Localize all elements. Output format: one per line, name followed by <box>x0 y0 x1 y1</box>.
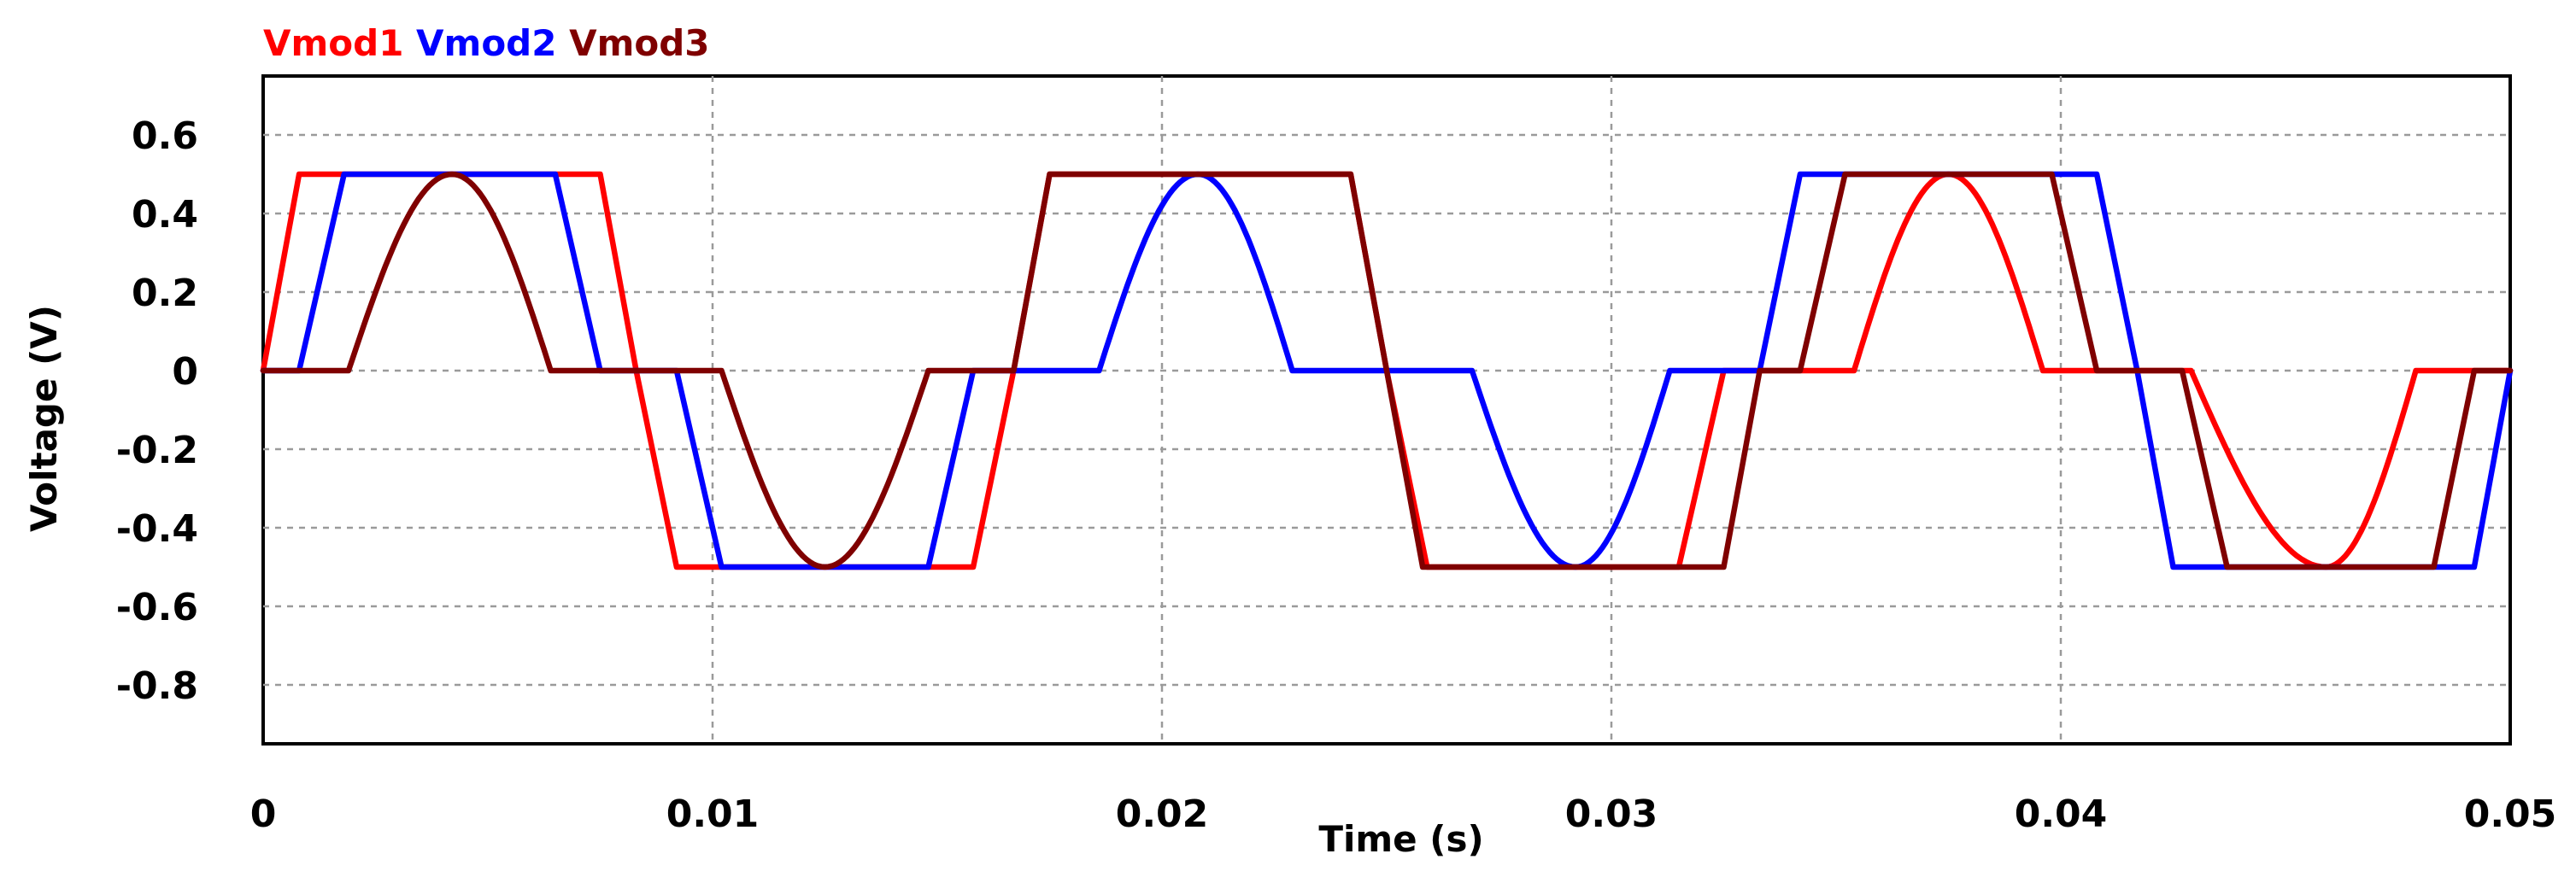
y-tick-label: -0.6 <box>116 586 198 629</box>
plot-area <box>261 74 2512 746</box>
series-line-vmod3 <box>260 171 2514 570</box>
x-tick-label: 0.04 <box>2015 792 2108 836</box>
legend: Vmod1 Vmod2 Vmod3 <box>263 22 710 64</box>
x-axis-ticks: 0 0.01 0.02 0.03 0.04 0.05 <box>250 792 2557 836</box>
x-axis-title: Time (s) <box>1318 818 1483 860</box>
y-tick-label: 0.4 <box>132 193 198 237</box>
x-tick-label: 0.01 <box>666 792 760 836</box>
x-tick-label: 0.05 <box>2464 792 2557 836</box>
legend-entry-vmod1: Vmod1 <box>263 22 403 64</box>
legend-entry-vmod2: Vmod2 <box>403 22 556 64</box>
y-tick-label: -0.4 <box>116 507 198 551</box>
y-tick-label: 0 <box>172 350 198 394</box>
legend-entry-vmod3: Vmod3 <box>556 22 709 64</box>
y-axis-ticks: 0.6 0.4 0.2 0 -0.2 -0.4 -0.6 -0.8 <box>116 114 198 708</box>
series-line-vmod2 <box>260 171 2514 570</box>
y-axis-title: Voltage (V) <box>23 305 65 532</box>
series-lines <box>260 171 2514 570</box>
series-line-vmod1 <box>260 171 2514 570</box>
y-tick-label: 0.6 <box>132 114 198 158</box>
y-tick-label: -0.2 <box>116 429 198 472</box>
x-tick-label: 0 <box>250 792 277 836</box>
y-tick-label: 0.2 <box>132 272 198 315</box>
x-tick-label: 0.02 <box>1116 792 1209 836</box>
x-tick-label: 0.03 <box>1565 792 1658 836</box>
legend-entries: Vmod1 Vmod2 Vmod3 <box>263 22 710 64</box>
y-tick-label: -0.8 <box>116 664 198 708</box>
